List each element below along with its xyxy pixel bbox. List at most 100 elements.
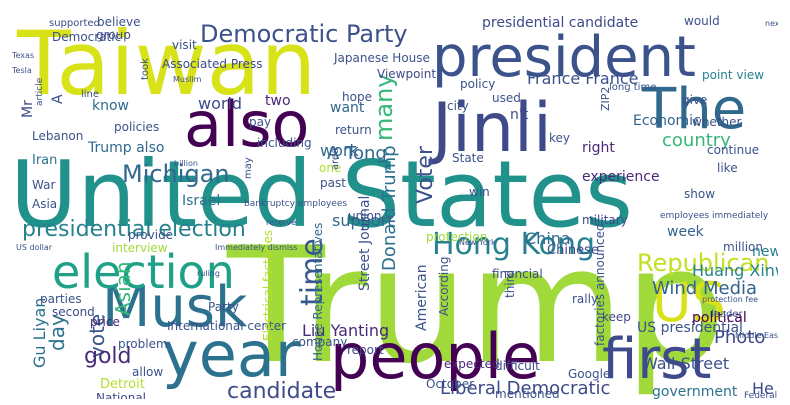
word-middle-east: Middle East — [735, 331, 778, 340]
word-iran: Iran — [32, 153, 57, 168]
word-world: world — [198, 94, 242, 113]
word-took: took — [140, 58, 151, 80]
word-city: city — [447, 99, 469, 113]
word-huang-xinwei: Huang Xinwei — [692, 261, 778, 280]
word-trump: Trump — [226, 212, 726, 399]
word-also: also — [184, 88, 309, 161]
word-chinese: Chinese — [547, 243, 599, 258]
word-third: third — [503, 270, 517, 298]
word-voter: Voter — [413, 145, 438, 204]
word-work: work — [320, 141, 359, 160]
word-reserve: reserve — [266, 218, 296, 227]
word-government: government — [652, 384, 738, 399]
word-republican: Republican — [637, 249, 770, 277]
word-would: would — [684, 14, 720, 28]
word-bankruptcy-employees: bankruptcy employees — [244, 199, 347, 209]
word-visit: visit — [172, 38, 197, 52]
word-difficult: difficult — [495, 359, 540, 373]
word-group: group — [96, 28, 131, 42]
word-liu-yanting: Liu Yanting — [302, 321, 389, 340]
word-party: Party — [208, 300, 239, 314]
word-the: The — [641, 77, 746, 142]
word-immediately-dismiss: Immediately dismiss — [215, 243, 297, 252]
word-he: He — [752, 379, 774, 398]
word-vote: vote — [85, 314, 109, 358]
word-national: National — [96, 391, 146, 399]
word-presidential-candidate: presidential candidate — [482, 15, 638, 31]
word-presidential-election: presidential election — [22, 217, 246, 242]
word-million: million — [723, 240, 763, 254]
word-experience: experience — [582, 169, 660, 185]
word-whether: whether — [692, 115, 741, 129]
word-new-york: New York — [459, 238, 496, 247]
word-support: support — [332, 211, 393, 230]
word-wall-street: Wall Street — [642, 354, 729, 373]
word-may: may — [243, 157, 254, 179]
word-show: show — [684, 187, 715, 201]
word-supported: supported — [49, 18, 100, 29]
word-japanese-house: Japanese House — [333, 51, 430, 65]
word-rally: rally — [572, 292, 598, 306]
word-first: first — [602, 327, 711, 392]
word-believe: believe — [97, 15, 141, 29]
word-ruling: ruling — [197, 269, 220, 278]
word-day: day — [45, 314, 69, 351]
word-pay: pay — [249, 115, 271, 129]
word-texas: Texas — [12, 51, 34, 60]
word-american: American — [414, 264, 430, 331]
word-country: country — [662, 130, 731, 151]
word-point-view: point view — [702, 68, 764, 82]
word-past: past — [320, 176, 346, 190]
word-keep: keep — [602, 310, 631, 324]
word-google: Google — [568, 367, 610, 381]
word-continue: continue — [707, 143, 759, 157]
word-factories-announced: factories announced — [593, 223, 607, 346]
word-democratic-party: Democratic Party — [200, 20, 408, 48]
word-economic: Economic — [633, 113, 701, 129]
word-wind-media: Wind Media — [652, 278, 757, 299]
word-candidate: candidate — [227, 379, 336, 399]
word-democratic: Democratic — [52, 30, 121, 44]
word-liberal-democratic: Liberal Democratic — [440, 378, 610, 399]
word-interview: interview — [112, 241, 168, 255]
word-according: According — [437, 257, 451, 316]
word-zip2: ZIP2 — [599, 87, 612, 111]
word-used: used — [492, 91, 521, 105]
word-hong-kong: Hong Kong — [432, 227, 595, 262]
word-war: War — [32, 178, 55, 192]
word-mentioned: mentioned — [495, 387, 560, 399]
word-billion: billion — [174, 159, 198, 168]
word-parties: parties — [40, 292, 82, 306]
word-line: line — [81, 89, 99, 100]
word-protection-fee: protection fee — [702, 295, 758, 304]
word-gold: gold — [84, 344, 132, 369]
word-tesla: Tesla — [12, 66, 32, 75]
word-week: week — [667, 224, 705, 240]
word-company: company — [292, 335, 347, 349]
word-area: area — [330, 148, 341, 170]
word-time: time — [295, 238, 330, 306]
word-want: want — [330, 100, 365, 116]
word-leader: leader — [711, 309, 744, 320]
word-a: A — [50, 94, 66, 104]
word-house-representatives: House Representatives — [311, 223, 325, 361]
word-viewpoint: Viewpoint — [377, 67, 436, 81]
word-cloud-image: Trump United States Taiwan president Jinli Th… — [12, 6, 778, 399]
word-october: October — [426, 377, 474, 391]
word-n-t: n't — [510, 107, 529, 123]
word-including: including — [257, 136, 312, 150]
word-policy: policy — [460, 77, 495, 91]
word-us-dollar: US dollar — [16, 243, 53, 252]
word-muslim: Muslim — [173, 75, 202, 84]
word-many: many — [370, 74, 398, 142]
word-mr: Mr — [20, 100, 36, 118]
word-new: new — [752, 244, 778, 260]
word-union: union — [348, 209, 382, 223]
word-key: key — [549, 131, 570, 145]
word-united-states: United States — [12, 141, 633, 248]
word-taiwan: Taiwan — [16, 12, 316, 115]
word-china: China — [525, 229, 571, 248]
word-a-tong: A Tong — [327, 143, 387, 164]
word-win: win — [469, 185, 490, 199]
word-provide: provide — [128, 228, 173, 242]
